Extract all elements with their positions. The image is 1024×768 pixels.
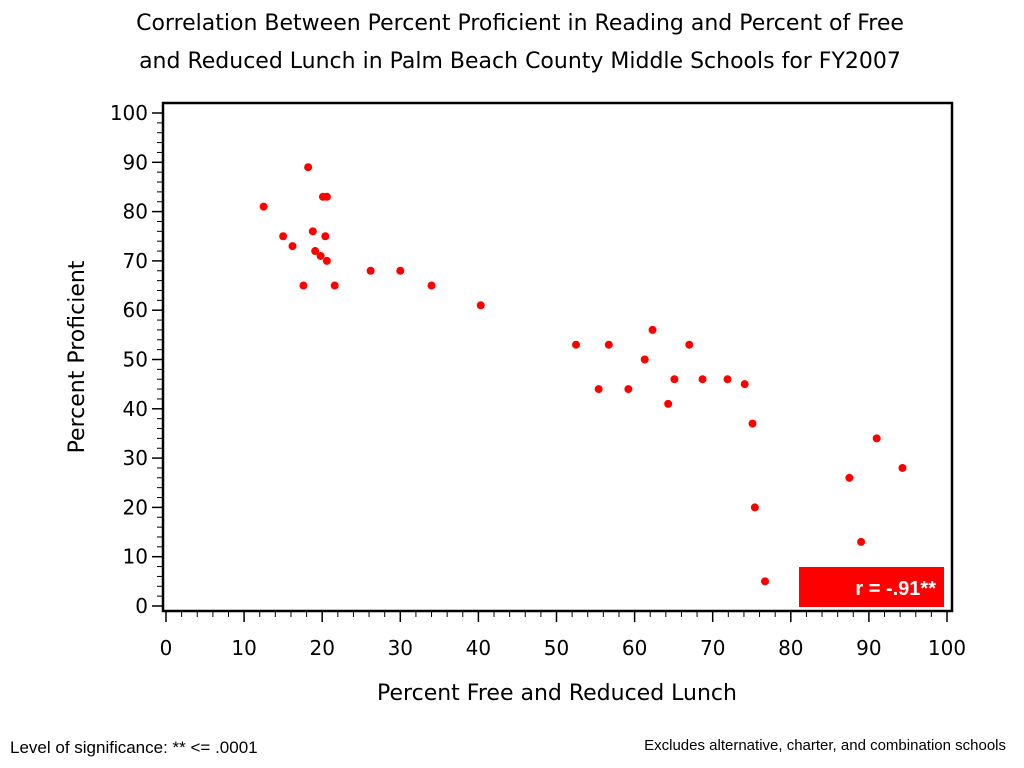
- x-tick-label: 10: [231, 636, 256, 660]
- y-tick-label: 30: [123, 446, 148, 470]
- data-point: [366, 266, 375, 275]
- y-axis-ticks: 0 10 20 30 40 50 60 70 80 90 100: [110, 101, 162, 618]
- correlation-badge-text: r = -.91**: [855, 578, 936, 600]
- data-point: [648, 325, 657, 334]
- data-point: [624, 385, 633, 394]
- y-axis-label: Percent Proficient: [65, 260, 90, 453]
- y-tick-label: 10: [123, 545, 148, 569]
- y-tick-label: 60: [123, 298, 148, 322]
- data-point: [572, 340, 581, 349]
- chart-title-line-1: Correlation Between Percent Proficient i…: [136, 11, 904, 36]
- data-point: [308, 227, 317, 236]
- data-point: [311, 247, 320, 256]
- data-point: [594, 385, 603, 394]
- data-point: [322, 256, 331, 265]
- data-point: [748, 419, 757, 428]
- data-point: [279, 232, 288, 241]
- data-point: [330, 281, 339, 290]
- data-point: [685, 340, 694, 349]
- data-point: [761, 577, 770, 586]
- y-tick-label: 20: [123, 495, 148, 519]
- y-tick-label: 90: [123, 150, 148, 174]
- data-point: [304, 163, 313, 172]
- data-point: [316, 251, 325, 260]
- y-tick-label: 80: [123, 200, 148, 224]
- x-tick-label: 60: [622, 636, 647, 660]
- x-tick-label: 70: [700, 636, 725, 660]
- data-point: [396, 266, 405, 275]
- scatter-chart: Correlation Between Percent Proficient i…: [65, 11, 966, 706]
- y-tick-label: 100: [110, 101, 148, 125]
- x-axis-label: Percent Free and Reduced Lunch: [377, 681, 737, 706]
- data-point: [604, 340, 613, 349]
- data-point: [288, 242, 297, 251]
- plot-frame: [161, 101, 954, 613]
- x-tick-label: 100: [928, 636, 966, 660]
- x-tick-label: 80: [778, 636, 803, 660]
- y-tick-label: 0: [135, 594, 148, 618]
- data-point: [723, 375, 732, 384]
- x-tick-label: 20: [309, 636, 334, 660]
- data-point: [750, 503, 759, 512]
- data-point: [259, 202, 268, 211]
- data-point: [664, 399, 673, 408]
- x-tick-label: 50: [544, 636, 569, 660]
- x-tick-label: 90: [856, 636, 881, 660]
- data-point: [898, 463, 907, 472]
- y-tick-label: 40: [123, 397, 148, 421]
- data-point: [698, 375, 707, 384]
- exclusions-footnote: Excludes alternative, charter, and combi…: [644, 737, 1006, 754]
- x-tick-label: 40: [466, 636, 491, 660]
- chart-title-line-2: and Reduced Lunch in Palm Beach County M…: [139, 49, 901, 74]
- data-point: [872, 434, 881, 443]
- data-point: [845, 473, 854, 482]
- x-axis-ticks: 0 10 20 30 40 50 60 70 80 90 100: [160, 612, 966, 660]
- y-tick-label: 70: [123, 249, 148, 273]
- data-point: [427, 281, 436, 290]
- data-point: [322, 192, 331, 201]
- data-point: [299, 281, 308, 290]
- y-tick-label: 50: [123, 348, 148, 372]
- data-point: [857, 537, 866, 546]
- significance-footnote: Level of significance: ** <= .0001: [10, 738, 258, 757]
- x-tick-label: 30: [388, 636, 413, 660]
- data-point: [640, 355, 649, 364]
- x-tick-label: 0: [160, 636, 173, 660]
- data-points: [259, 163, 907, 586]
- data-point: [476, 301, 485, 310]
- data-point: [740, 380, 749, 389]
- correlation-badge: [799, 567, 944, 607]
- data-point: [321, 232, 330, 241]
- data-point: [670, 375, 679, 384]
